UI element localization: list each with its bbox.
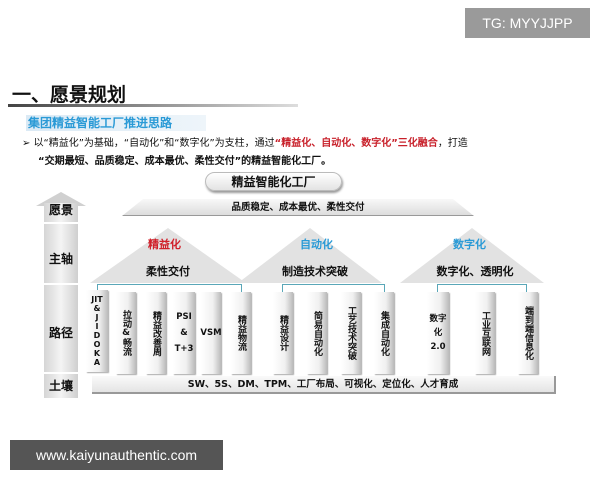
path-item: JIT & J I D O K A <box>86 290 108 372</box>
roof-triangle <box>238 228 382 283</box>
layer-arrow-head <box>36 192 86 206</box>
pillar-auto-focus: 制造技术突破 <box>282 265 348 278</box>
pillar-lean-focus: 柔性交付 <box>146 265 190 278</box>
goal-pill: 精益智能化工厂 <box>205 172 342 191</box>
connector <box>282 284 385 292</box>
connector <box>97 284 242 292</box>
path-item: 集成自动化 <box>374 292 394 374</box>
pillar-lean-title: 精益化 <box>148 238 181 251</box>
layer-soil: 土壤 <box>48 379 73 393</box>
title-underline <box>8 104 298 107</box>
path-item: 工业互联网 <box>475 292 495 374</box>
pillar-digital-focus: 数字化、透明化 <box>436 265 514 278</box>
bullet-text-c: ，打造 <box>437 138 468 149</box>
section-subtitle: 集团精益智能工厂推进思路 <box>26 115 206 131</box>
divider <box>44 222 78 224</box>
bullet-line-1: ➢ 以“精益化”为基础，“自动化”和“数字化”为支柱，通过“精益化、自动化、数字… <box>22 138 468 149</box>
path-item: 精益物流 <box>231 292 251 374</box>
layer-vision: 愿景 <box>48 203 73 217</box>
layer-axis: 主轴 <box>48 252 73 266</box>
divider <box>44 372 78 374</box>
soil-foundation: SW、5S、DM、TPM、工厂布局、可视化、定位化、人才育成 <box>92 376 556 394</box>
roof-triangle <box>400 228 544 283</box>
bullet-text-a: 以“精益化”为基础，“自动化”和“数字化”为支柱，通过 <box>33 138 275 149</box>
roof-vision: 品质稳定、成本最优、柔性交付 <box>122 199 474 216</box>
layer-column <box>44 203 78 398</box>
pillar-auto-title: 自动化 <box>300 238 333 251</box>
path-item: 简易自动化 <box>307 292 327 374</box>
pillar-digital-title: 数字化 <box>453 238 486 251</box>
page-title: 一、愿景规划 <box>12 84 127 106</box>
watermark-top: TG: MYYJJPP <box>465 8 590 38</box>
watermark-bottom: www.kaiyunauthentic.com <box>10 440 223 470</box>
path-item: 端到端信息化 <box>518 292 538 374</box>
path-item: PSI & T+3 <box>173 292 195 374</box>
path-item: 数字化 2.0 <box>427 292 449 374</box>
bullet-highlight: “精益化、自动化、数字化”三化融合 <box>274 138 438 149</box>
connector <box>437 284 527 292</box>
path-item: 拉动&畅流 <box>116 292 136 374</box>
path-item: VSM <box>200 292 222 374</box>
path-item: 工艺技术突破 <box>341 292 361 374</box>
path-item: 精益设计 <box>273 292 293 374</box>
path-item: 精益改善周 <box>146 292 166 374</box>
layer-path: 路径 <box>48 326 73 340</box>
roof-triangle <box>90 228 246 283</box>
bullet-line-2: “交期最短、品质稳定、成本最优、柔性交付”的精益智能化工厂。 <box>38 156 332 167</box>
divider <box>44 283 78 285</box>
